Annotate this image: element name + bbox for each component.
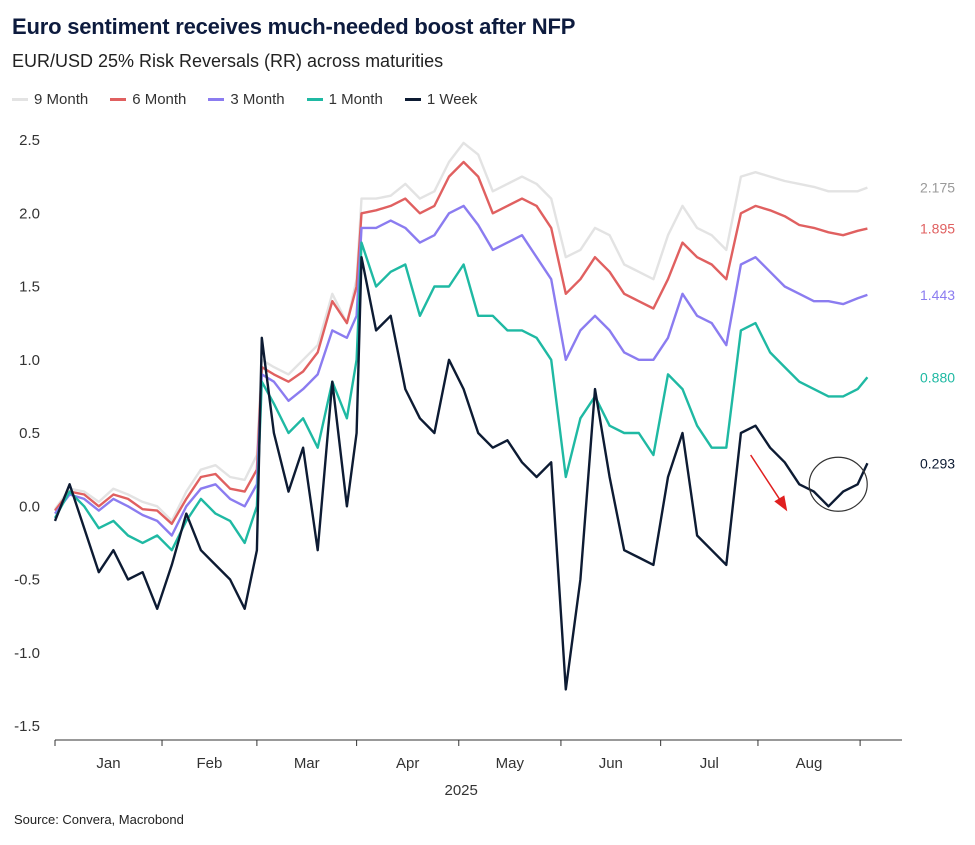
y-tick-label: 1.5 xyxy=(19,279,40,296)
end-label-1-week: 0.293 xyxy=(920,455,955,471)
legend-item-1-week: 1 Week xyxy=(404,91,478,108)
end-label-3-month: 1.443 xyxy=(920,287,955,303)
y-tick-label: 2.0 xyxy=(19,205,40,222)
x-tick-label: Apr xyxy=(396,755,419,772)
series-line-1-week xyxy=(53,256,869,691)
x-tick-label: Jul xyxy=(700,755,719,772)
series-line-6-month xyxy=(54,160,868,525)
legend: 9 Month 6 Month 3 Month 1 Month 1 Week xyxy=(12,91,477,108)
legend-label-1-week: 1 Week xyxy=(426,91,478,108)
legend-item-3-month: 3 Month xyxy=(208,91,285,108)
annotation-circle xyxy=(808,456,868,512)
legend-item-9-month: 9 Month xyxy=(12,91,88,108)
chart-subtitle: EUR/USD 25% Risk Reversals (RR) across m… xyxy=(12,51,444,71)
y-tick-label: 1.0 xyxy=(19,352,40,369)
legend-swatch-1-week xyxy=(404,98,421,101)
y-tick-label: 0.0 xyxy=(19,498,40,515)
x-tick-label: May xyxy=(496,755,525,772)
y-tick-label: -1.0 xyxy=(14,645,40,662)
x-tick-label: Jun xyxy=(599,755,623,772)
x-tick-label: Aug xyxy=(796,755,823,772)
series-line-3-month xyxy=(54,204,868,537)
x-tick-label: Mar xyxy=(294,755,320,772)
legend-label-9-month: 9 Month xyxy=(34,91,89,108)
series-line-1-month xyxy=(53,241,869,552)
y-tick-label: -0.5 xyxy=(14,572,40,589)
legend-label-1-month: 1 Month xyxy=(328,91,383,108)
source-note: Source: Convera, Macrobond xyxy=(14,812,184,827)
legend-swatch-9-month xyxy=(12,98,28,101)
legend-swatch-1-month xyxy=(306,98,323,101)
legend-label-6-month: 6 Month xyxy=(132,91,187,108)
legend-swatch-3-month xyxy=(208,98,225,101)
legend-swatch-6-month xyxy=(110,98,127,101)
y-tick-label: 0.5 xyxy=(19,425,40,442)
annotation-arrow-head xyxy=(774,495,788,512)
end-label-9-month: 2.175 xyxy=(920,180,955,196)
legend-label-3-month: 3 Month xyxy=(230,91,285,108)
chart-title: Euro sentiment receives much-needed boos… xyxy=(12,14,576,39)
y-tick-label: 2.5 xyxy=(19,132,40,149)
y-tick-label: -1.5 xyxy=(14,718,40,735)
series-line-9-month xyxy=(54,141,868,523)
end-label-6-month: 1.895 xyxy=(920,221,955,237)
x-axis-label: 2025 xyxy=(445,782,478,799)
x-tick-label: Feb xyxy=(197,755,223,772)
legend-item-6-month: 6 Month xyxy=(110,91,186,108)
legend-item-1-month: 1 Month xyxy=(306,91,383,108)
end-label-1-month: 0.880 xyxy=(920,369,955,385)
x-tick-label: Jan xyxy=(96,755,120,772)
annotation-arrow-line xyxy=(750,454,783,504)
